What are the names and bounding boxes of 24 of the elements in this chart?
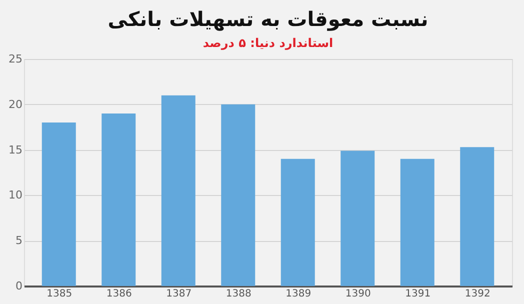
y-tick-label: 0 (16, 280, 22, 292)
bar (400, 158, 434, 286)
bar (460, 147, 494, 286)
x-tick-label: 1392 (464, 288, 490, 300)
bar (42, 122, 76, 286)
chart-subtitle: استاندارد دنیا: ۵ درصد (202, 36, 334, 50)
bar (340, 150, 375, 286)
y-tick-label: 10 (8, 188, 22, 202)
bar (221, 104, 256, 286)
x-tick-label: 1387 (166, 288, 192, 300)
y-tick-label: 5 (16, 234, 22, 248)
x-tick-label: 1386 (106, 288, 132, 300)
x-tick-label: 1391 (405, 288, 431, 300)
bar (280, 158, 315, 286)
x-tick-label: 1388 (226, 288, 252, 300)
chart-title: نسبت معوقات به تسهیلات بانکی (108, 7, 428, 31)
x-tick-label: 1390 (345, 288, 371, 300)
x-tick-label: 1389 (286, 288, 312, 300)
bar (161, 95, 196, 286)
y-tick-label: 20 (8, 98, 22, 111)
bar (102, 113, 136, 286)
x-tick-label: 1385 (46, 288, 72, 300)
y-tick-label: 25 (8, 52, 22, 66)
y-tick-label: 15 (8, 143, 22, 156)
